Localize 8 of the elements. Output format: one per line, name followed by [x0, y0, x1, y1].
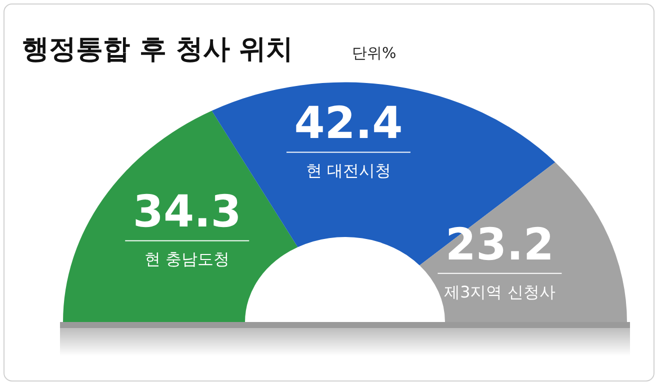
- chart-title: 행정통합 후 청사 위치: [22, 34, 294, 65]
- slice-label: 제3지역 신청사: [444, 282, 556, 302]
- data-label: 23.2: [445, 219, 554, 270]
- slice-label: 현 충남도청: [144, 250, 230, 269]
- data-label: 34.3: [132, 186, 242, 238]
- slice-label: 현 대전시청: [306, 161, 392, 180]
- chart-subtitle: 단위%: [352, 44, 396, 62]
- data-label: 42.4: [294, 98, 403, 150]
